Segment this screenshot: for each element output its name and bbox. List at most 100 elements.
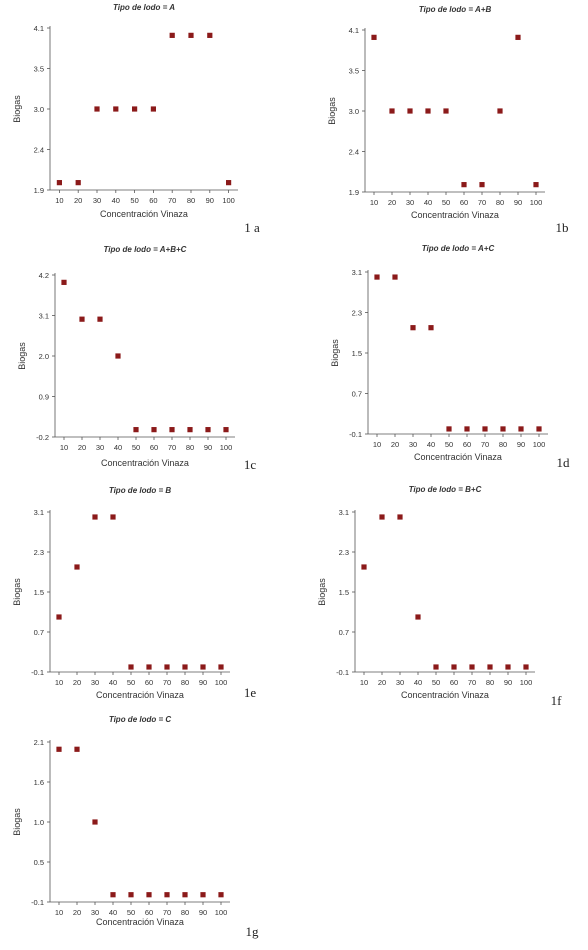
- x-tick-label: 30: [91, 678, 99, 687]
- x-tick-label: 70: [168, 443, 176, 452]
- x-tick-label: 80: [186, 443, 194, 452]
- data-point: [110, 892, 116, 898]
- x-tick-label: 60: [460, 198, 468, 207]
- data-point: [94, 106, 100, 112]
- chart-7: Tipo de lodo = C 2.1 1.6 1.0 0.5 -0.1 10 20 30 40…: [12, 715, 259, 939]
- data-point: [446, 426, 452, 432]
- chart-title: Tipo de lodo = A+C: [422, 244, 495, 253]
- data-point: [500, 426, 506, 432]
- x-tick-label: 10: [60, 443, 68, 452]
- y-tick-label: 3.5: [349, 67, 359, 76]
- y-tick-label: -0.1: [31, 898, 44, 907]
- data-point: [128, 892, 134, 898]
- x-tick-label: 50: [432, 678, 440, 687]
- x-tick-label: 40: [424, 198, 432, 207]
- y-tick-label: 3.1: [34, 508, 44, 517]
- x-tick-label: 40: [112, 196, 120, 205]
- x-tick-label: 100: [520, 678, 533, 687]
- data-point: [79, 316, 85, 322]
- x-tick-label: 70: [481, 440, 489, 449]
- data-point: [164, 892, 170, 898]
- y-tick-label: 1.9: [34, 186, 44, 195]
- x-tick-label: 30: [96, 443, 104, 452]
- x-tick-label: 90: [199, 908, 207, 917]
- data-point: [92, 514, 98, 520]
- data-point: [56, 614, 62, 620]
- x-tick-label: 60: [149, 196, 157, 205]
- y-tick-label: 1.6: [34, 778, 44, 787]
- data-point: [223, 427, 229, 433]
- y-tick-label: 2.3: [339, 548, 349, 557]
- figure-label: 1e: [244, 685, 257, 700]
- data-point: [132, 106, 138, 112]
- x-tick-label: 60: [145, 678, 153, 687]
- chart-2: Tipo de lodo = A+B 4.1 3.5 3.0 2.4 1.9 10 20 30 4…: [327, 5, 569, 235]
- x-tick-label: 80: [486, 678, 494, 687]
- y-tick-label: -0.1: [31, 668, 44, 677]
- x-tick-label: 40: [427, 440, 435, 449]
- data-point: [469, 664, 475, 670]
- chart-1: Tipo de lodo = A 4.1 3.5 3.0 2.4 1.9 10 20 30 40 5…: [12, 3, 260, 235]
- y-tick-label: 2.4: [34, 146, 44, 155]
- data-point: [133, 427, 139, 433]
- x-tick-label: 50: [130, 196, 138, 205]
- x-tick-label: 20: [74, 196, 82, 205]
- x-tick-label: 10: [55, 908, 63, 917]
- x-tick-label: 60: [150, 443, 158, 452]
- x-tick-label: 10: [55, 196, 63, 205]
- data-point: [479, 182, 485, 188]
- data-point: [61, 279, 67, 285]
- x-tick-label: 50: [127, 678, 135, 687]
- data-point: [74, 746, 80, 752]
- y-tick-label: 3.5: [34, 65, 44, 74]
- data-point: [533, 182, 539, 188]
- data-point: [407, 108, 413, 114]
- y-tick-label: 1.9: [349, 188, 359, 197]
- y-tick-label: 2.1: [34, 738, 44, 747]
- data-point: [428, 325, 434, 331]
- x-tick-label: 20: [378, 678, 386, 687]
- data-point: [482, 426, 488, 432]
- data-point: [497, 108, 503, 114]
- figure-label: 1b: [556, 220, 569, 235]
- y-axis-label: Biogas: [12, 578, 22, 606]
- data-point: [128, 664, 134, 670]
- data-point: [518, 426, 524, 432]
- x-tick-label: 50: [442, 198, 450, 207]
- data-point: [56, 180, 62, 186]
- data-point: [146, 664, 152, 670]
- data-point: [371, 34, 377, 40]
- x-tick-label: 40: [109, 908, 117, 917]
- x-tick-label: 30: [91, 908, 99, 917]
- chart-3: Tipo de lodo = A+B+C 4.2 3.1 2.0 0.9 -0.2 10 20…: [17, 245, 256, 472]
- y-tick-label: 4.2: [39, 271, 49, 280]
- data-point: [218, 892, 224, 898]
- x-tick-label: 100: [215, 908, 228, 917]
- y-tick-label: -0.1: [349, 430, 362, 439]
- x-tick-label: 90: [504, 678, 512, 687]
- data-point: [397, 514, 403, 520]
- data-point: [461, 182, 467, 188]
- x-tick-label: 60: [145, 908, 153, 917]
- x-tick-label: 90: [199, 678, 207, 687]
- data-point: [505, 664, 511, 670]
- figure-label: 1 a: [244, 220, 260, 235]
- x-tick-label: 20: [78, 443, 86, 452]
- x-axis-label: Concentración Vinaza: [401, 690, 489, 700]
- x-tick-label: 30: [396, 678, 404, 687]
- x-tick-label: 70: [163, 908, 171, 917]
- x-axis-label: Concentración Vinaza: [101, 458, 189, 468]
- x-tick-label: 80: [181, 908, 189, 917]
- data-point: [379, 514, 385, 520]
- x-tick-label: 100: [533, 440, 546, 449]
- data-point: [389, 108, 395, 114]
- y-axis-label: Biogas: [12, 95, 22, 123]
- x-tick-label: 100: [530, 198, 543, 207]
- chart-title: Tipo de lodo = A+B+C: [104, 245, 187, 254]
- data-point: [207, 32, 213, 38]
- data-point: [188, 32, 194, 38]
- x-tick-label: 70: [478, 198, 486, 207]
- y-tick-label: -0.2: [36, 433, 49, 442]
- x-tick-label: 50: [445, 440, 453, 449]
- y-axis-label: Biogas: [317, 578, 327, 606]
